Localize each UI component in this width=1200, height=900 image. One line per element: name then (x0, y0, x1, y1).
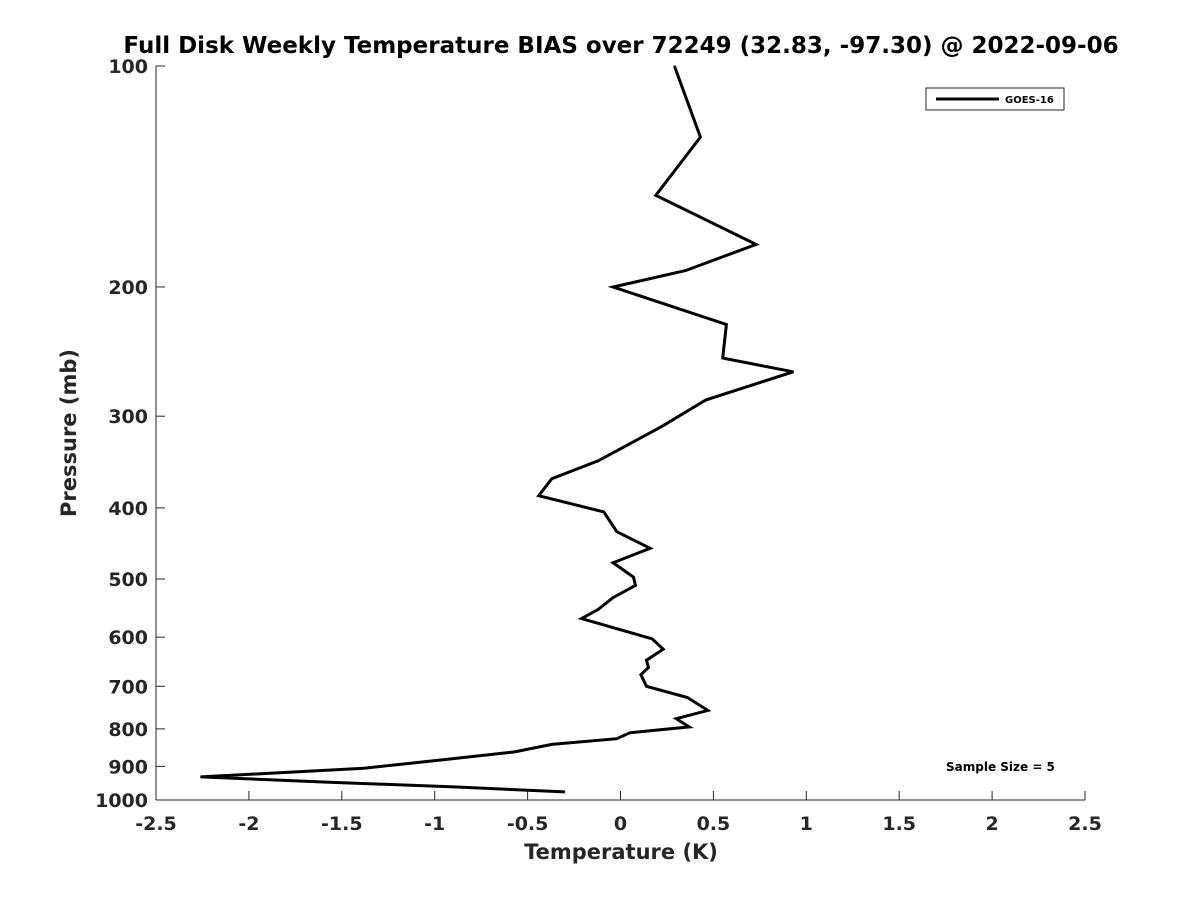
x-ticks: -2.5 -2 -1.5 -1 -0.5 0 0.5 1 1.5 2 2.5 (135, 791, 1102, 835)
data-point (612, 562, 614, 564)
data-point (266, 772, 269, 775)
data-point (629, 732, 631, 734)
x-axis-label: Temperature (K) (524, 840, 718, 864)
data-point (616, 738, 618, 740)
data-point (660, 426, 663, 428)
y-tick-label: 300 (108, 406, 148, 428)
x-tick-label: -2 (238, 813, 259, 835)
data-point (705, 399, 707, 401)
data-point (640, 674, 642, 676)
data-point (597, 460, 599, 462)
data-point (792, 371, 794, 373)
data-point (722, 357, 724, 359)
data-point (597, 608, 599, 611)
data-point (538, 495, 540, 497)
x-tick-label: 2.5 (1068, 813, 1102, 835)
data-point (616, 531, 618, 533)
y-tick-label: 500 (108, 569, 148, 591)
data-point (551, 478, 553, 480)
data-point (649, 547, 651, 549)
data-point (725, 323, 728, 326)
data-point (651, 638, 653, 640)
x-tick-label: 1 (800, 813, 813, 835)
y-tick-label: 600 (108, 627, 148, 649)
data-point (322, 781, 324, 783)
data-point (612, 597, 614, 599)
data-point (662, 648, 664, 650)
data-point (200, 776, 202, 778)
data-point (684, 270, 687, 272)
y-tick-label: 900 (108, 756, 148, 778)
data-point (634, 584, 637, 587)
data-point (647, 666, 650, 669)
y-ticks: 100 200 300 400 500 600 700 800 900 1000 (95, 56, 165, 812)
data-point (673, 65, 676, 67)
chart-title: Full Disk Weekly Temperature BIAS over 7… (123, 33, 1118, 59)
data-point (699, 136, 702, 138)
y-tick-label: 800 (108, 719, 148, 741)
x-tick-label: -0.5 (507, 813, 549, 835)
data-point (363, 767, 365, 769)
x-tick-label: -1 (424, 813, 445, 835)
y-tick-label: 100 (108, 56, 148, 78)
data-point (645, 685, 648, 687)
data-point (551, 743, 553, 746)
data-point (603, 511, 605, 513)
data-point (688, 726, 690, 728)
series-line-goes-16 (200, 65, 794, 794)
x-tick-label: 0.5 (697, 813, 731, 835)
plot-axes (155, 66, 1085, 801)
y-tick-label: 400 (108, 498, 148, 520)
x-tick-label: 0 (614, 813, 627, 835)
data-point (456, 786, 458, 788)
y-tick-label: 1000 (95, 790, 148, 812)
legend-label-goes-16: GOES-16 (1005, 95, 1054, 106)
sample-size-annotation: Sample Size = 5 (946, 760, 1055, 774)
legend: GOES-16 (925, 87, 1065, 111)
data-point (514, 751, 516, 753)
data-point (675, 718, 677, 720)
data-point (655, 194, 657, 196)
data-point (632, 576, 635, 578)
data-point (755, 243, 757, 245)
data-point (707, 709, 709, 712)
y-tick-label: 700 (108, 676, 148, 698)
x-tick-label: -2.5 (135, 813, 177, 835)
data-point (612, 286, 614, 288)
data-point (686, 696, 689, 699)
series-layer (200, 65, 794, 794)
data-point (447, 758, 449, 760)
data-point (645, 659, 648, 661)
x-tick-label: 1.5 (882, 813, 916, 835)
y-tick-label: 200 (108, 277, 148, 299)
data-point (564, 791, 566, 793)
data-point (580, 618, 583, 620)
y-axis-label: Pressure (mb) (57, 349, 81, 517)
x-tick-label: -1.5 (321, 813, 363, 835)
x-tick-label: 2 (985, 813, 998, 835)
